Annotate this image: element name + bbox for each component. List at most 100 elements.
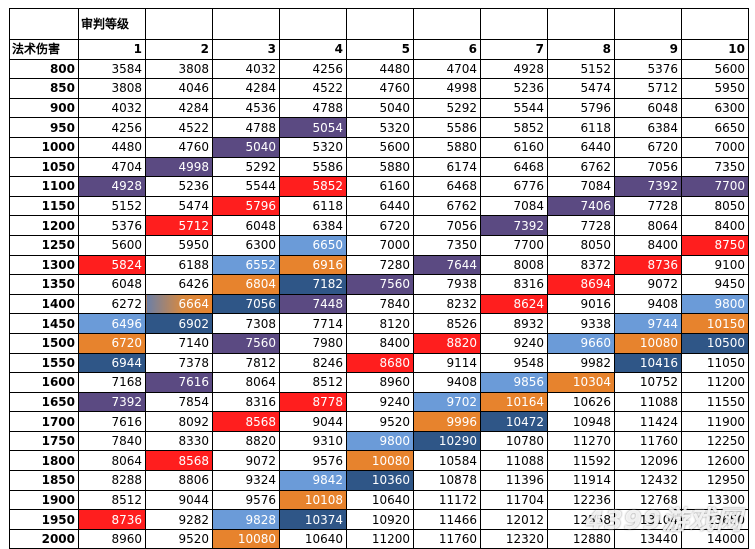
table-row: 1300 5824 6188 6552 6916 7280 7644 8008 8372 8736… xyxy=(9,254,749,276)
data-cell: 10626 xyxy=(547,391,615,413)
data-cell: 3584 xyxy=(78,58,146,80)
data-cell: 4704 xyxy=(78,156,146,178)
watermark-logo: 4399游戏网 xyxy=(585,506,743,536)
data-cell: 4998 xyxy=(413,78,481,99)
data-cell: 6720 xyxy=(78,332,146,354)
empty-cell xyxy=(547,8,615,40)
data-cell: 8400 xyxy=(614,234,682,256)
data-cell: 6160 xyxy=(346,176,414,197)
data-cell: 9660 xyxy=(547,332,615,354)
table-row: 900 4032 4284 4536 4788 5040 5292 5544 5796 6048 6… xyxy=(9,97,749,119)
data-cell: 11050 xyxy=(681,352,749,374)
row-label: 1450 xyxy=(9,313,79,334)
table-row: 1500 6720 7140 7560 7980 8400 8820 9240 9660 1008… xyxy=(9,332,749,354)
table-row: 1550 6944 7378 7812 8246 8680 9114 9548 9982 1041… xyxy=(9,352,749,374)
data-cell: 12250 xyxy=(681,430,749,452)
data-cell: 6174 xyxy=(413,156,481,178)
data-cell: 8232 xyxy=(413,293,481,315)
table-row: 1350 6048 6426 6804 7182 7560 7938 8316 8694 9072… xyxy=(9,274,749,295)
data-cell: 9072 xyxy=(212,450,280,472)
data-cell: 11424 xyxy=(614,411,682,432)
data-cell: 12320 xyxy=(480,528,548,549)
data-cell: 9282 xyxy=(145,509,213,530)
grade-header-9: 9 xyxy=(614,39,682,60)
data-cell: 5236 xyxy=(145,176,213,197)
data-cell: 11466 xyxy=(413,509,481,530)
data-cell: 7182 xyxy=(279,274,347,295)
data-cell: 9072 xyxy=(614,274,682,295)
table-row: 1850 8288 8806 9324 9842 10360 10878 11396 11914… xyxy=(9,470,749,491)
data-cell: 6720 xyxy=(614,136,682,158)
grade-header-row: 法术伤害 1 2 3 4 5 6 7 8 9 10 xyxy=(9,39,749,60)
data-cell: 4522 xyxy=(145,117,213,138)
data-cell: 4788 xyxy=(212,117,280,138)
row-label: 1300 xyxy=(9,254,79,276)
title-row: 审判等级 xyxy=(9,8,749,40)
data-cell: 8316 xyxy=(480,274,548,295)
data-cell: 9450 xyxy=(681,274,749,295)
data-cell: 4256 xyxy=(279,58,347,80)
data-cell: 10920 xyxy=(346,509,414,530)
data-cell: 6468 xyxy=(413,176,481,197)
table-row: 1150 5152 5474 5796 6118 6440 6762 7084 7406 7728… xyxy=(9,195,749,217)
data-cell: 4480 xyxy=(346,58,414,80)
grade-header-7: 7 xyxy=(480,39,548,60)
data-cell: 5544 xyxy=(212,176,280,197)
data-cell: 9338 xyxy=(547,313,615,334)
data-cell: 6118 xyxy=(279,195,347,217)
data-cell: 9044 xyxy=(145,489,213,511)
data-cell: 7938 xyxy=(413,274,481,295)
data-cell: 8400 xyxy=(346,332,414,354)
data-cell: 6300 xyxy=(212,234,280,256)
table-row: 1800 8064 8568 9072 9576 10080 10584 11088 11592… xyxy=(9,450,749,472)
data-cell: 7140 xyxy=(145,332,213,354)
data-cell: 6902 xyxy=(145,313,213,334)
data-cell: 8526 xyxy=(413,313,481,334)
data-cell: 11760 xyxy=(614,430,682,452)
data-cell: 10374 xyxy=(279,509,347,530)
data-cell: 10108 xyxy=(279,489,347,511)
data-cell: 7168 xyxy=(78,372,146,393)
data-cell: 5474 xyxy=(547,78,615,99)
data-cell: 6468 xyxy=(480,156,548,178)
grade-header-2: 2 xyxy=(145,39,213,60)
data-cell: 6664 xyxy=(145,293,213,315)
data-cell: 10948 xyxy=(547,411,615,432)
data-cell: 9520 xyxy=(145,528,213,549)
data-cell: 7560 xyxy=(212,332,280,354)
data-cell: 4046 xyxy=(145,78,213,99)
data-cell: 5292 xyxy=(212,156,280,178)
data-cell: 9800 xyxy=(346,430,414,452)
data-cell: 8624 xyxy=(480,293,548,315)
table-row: 1700 7616 8092 8568 9044 9520 9996 10472 10948 11… xyxy=(9,411,749,432)
data-cell: 5040 xyxy=(346,97,414,119)
empty-cell xyxy=(279,8,347,40)
data-cell: 7980 xyxy=(279,332,347,354)
table-row: 1600 7168 7616 8064 8512 8960 9408 9856 10304 107… xyxy=(9,372,749,393)
data-cell: 6762 xyxy=(413,195,481,217)
data-cell: 4284 xyxy=(212,78,280,99)
data-cell: 8064 xyxy=(212,372,280,393)
data-cell: 9842 xyxy=(279,470,347,491)
data-cell: 7406 xyxy=(547,195,615,217)
data-cell: 9548 xyxy=(480,352,548,374)
data-cell: 11200 xyxy=(681,372,749,393)
row-label: 2000 xyxy=(9,528,79,549)
data-cell: 9044 xyxy=(279,411,347,432)
data-cell: 10360 xyxy=(346,470,414,491)
data-cell: 6650 xyxy=(681,117,749,138)
data-cell: 6496 xyxy=(78,313,146,334)
data-cell: 7714 xyxy=(279,313,347,334)
data-cell: 5236 xyxy=(480,78,548,99)
data-cell: 5040 xyxy=(212,136,280,158)
data-cell: 11200 xyxy=(346,528,414,549)
data-cell: 5292 xyxy=(413,97,481,119)
data-cell: 5712 xyxy=(145,215,213,236)
grade-title: 审判等级 xyxy=(78,8,146,40)
data-cell: 8750 xyxy=(681,234,749,256)
data-cell: 8694 xyxy=(547,274,615,295)
data-cell: 7378 xyxy=(145,352,213,374)
data-cell: 10304 xyxy=(547,372,615,393)
data-cell: 12432 xyxy=(614,470,682,491)
table-row: 1250 5600 5950 6300 6650 7000 7350 7700 8050 8400… xyxy=(9,234,749,256)
